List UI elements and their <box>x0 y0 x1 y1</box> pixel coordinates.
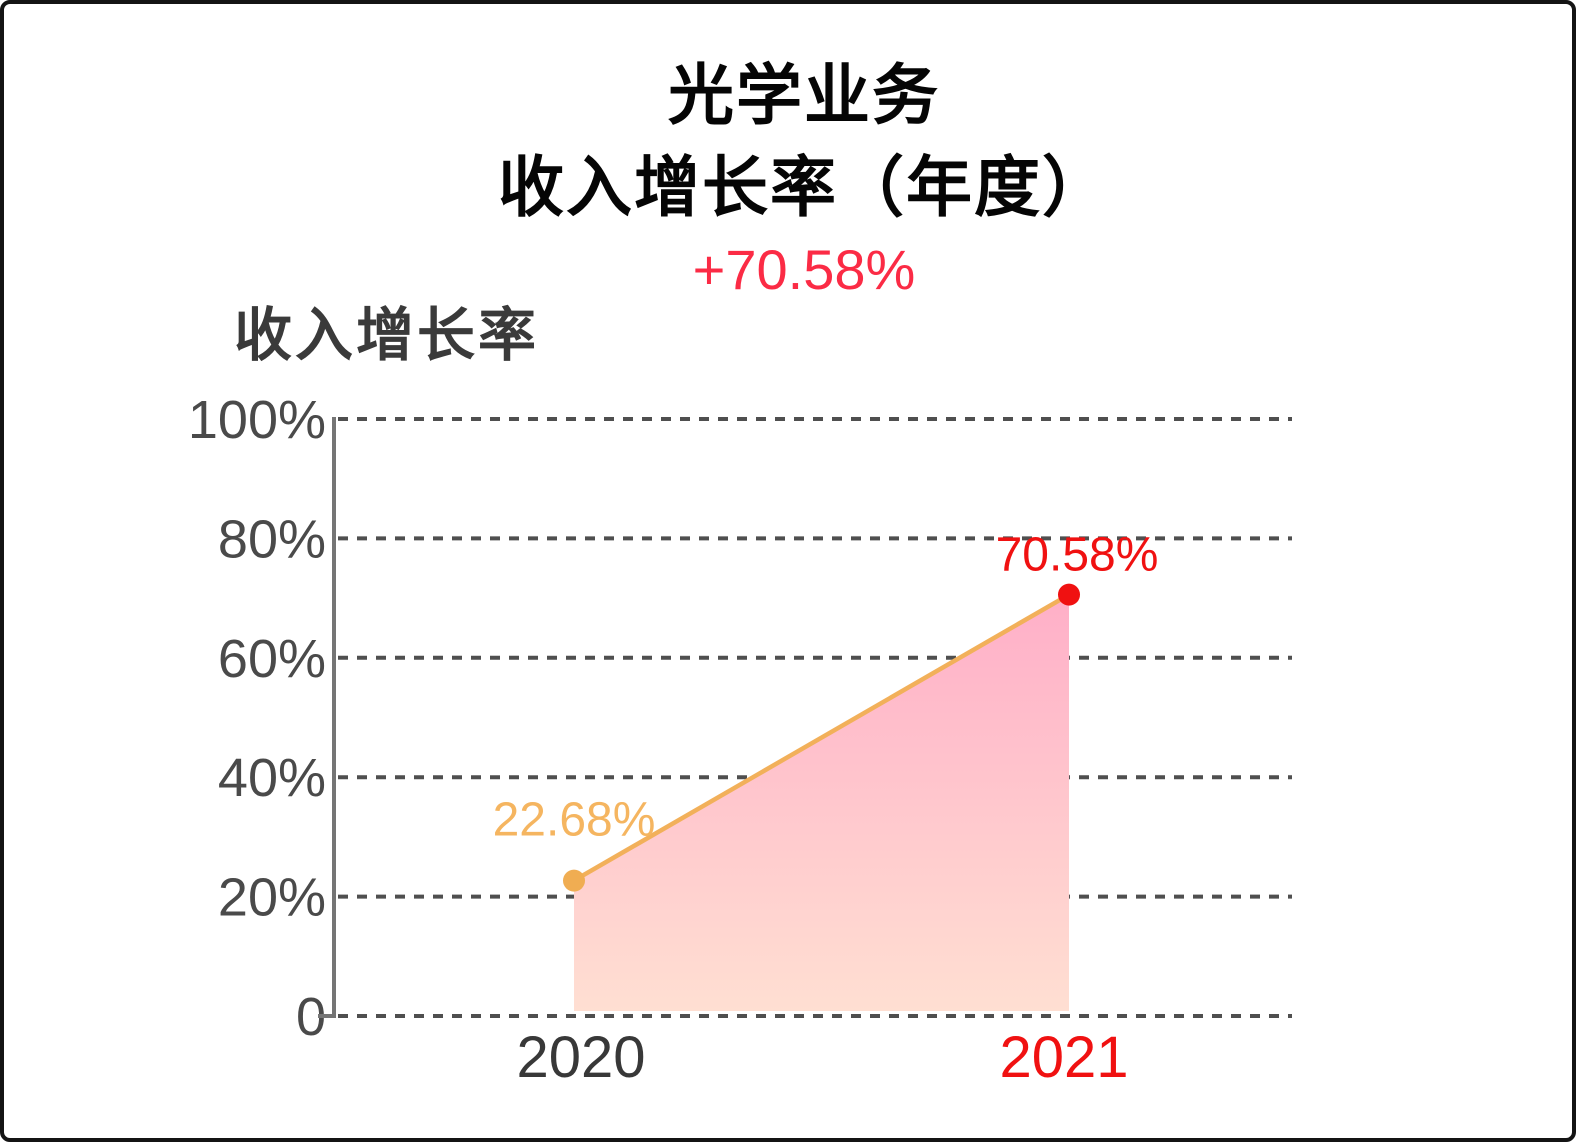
x-tick-label-2021: 2021 <box>999 1025 1128 1090</box>
x-tick-label-2020: 2020 <box>516 1025 645 1090</box>
data-point-2021 <box>1058 583 1080 606</box>
series-label: 收入增长率 <box>234 303 540 368</box>
chart-subtitle: 收入增长率（年度） <box>498 150 1110 224</box>
y-tick-label-100: 100% <box>188 390 326 450</box>
chart-title: 光学业务 <box>668 58 940 132</box>
data-point-2020 <box>563 869 585 892</box>
y-tick-label-80: 80% <box>218 509 326 569</box>
y-tick-label-20: 20% <box>218 868 326 928</box>
y-tick-label-60: 60% <box>218 629 326 689</box>
trend-line <box>572 592 1071 883</box>
data-point-label-2020: 22.68% <box>493 794 656 847</box>
data-point-label-2021: 70.58% <box>996 529 1159 582</box>
area-fill <box>574 594 1069 1011</box>
overall-change-label: +70.58% <box>692 238 916 301</box>
y-tick-label-40: 40% <box>218 748 326 808</box>
